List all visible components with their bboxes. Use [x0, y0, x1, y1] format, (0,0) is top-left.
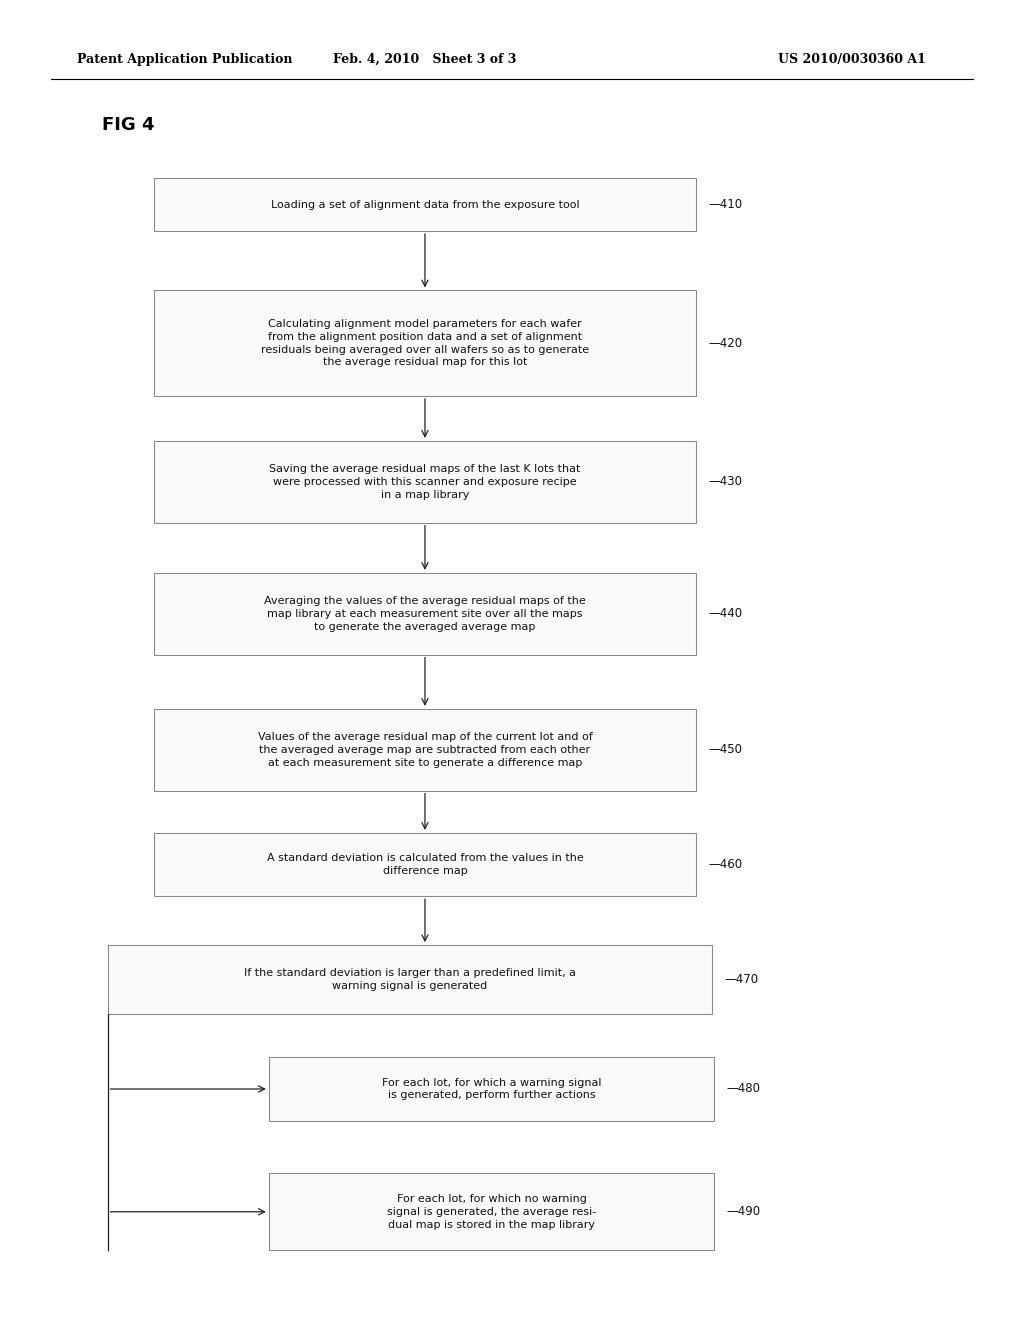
FancyBboxPatch shape [154, 573, 696, 655]
Text: —460: —460 [709, 858, 742, 871]
FancyBboxPatch shape [108, 945, 712, 1014]
Text: For each lot, for which no warning
signal is generated, the average resi-
dual m: For each lot, for which no warning signa… [387, 1195, 596, 1229]
Text: —490: —490 [727, 1205, 761, 1218]
Text: —430: —430 [709, 475, 742, 488]
Text: If the standard deviation is larger than a predefined limit, a
warning signal is: If the standard deviation is larger than… [244, 968, 575, 991]
Text: Feb. 4, 2010   Sheet 3 of 3: Feb. 4, 2010 Sheet 3 of 3 [333, 53, 517, 66]
FancyBboxPatch shape [154, 441, 696, 523]
FancyBboxPatch shape [154, 178, 696, 231]
Text: Loading a set of alignment data from the exposure tool: Loading a set of alignment data from the… [270, 199, 580, 210]
FancyBboxPatch shape [268, 1057, 715, 1121]
Text: —440: —440 [709, 607, 742, 620]
Text: Values of the average residual map of the current lot and of
the averaged averag: Values of the average residual map of th… [258, 733, 592, 767]
Text: —410: —410 [709, 198, 742, 211]
Text: —420: —420 [709, 337, 742, 350]
Text: A standard deviation is calculated from the values in the
difference map: A standard deviation is calculated from … [266, 853, 584, 876]
Text: FIG 4: FIG 4 [102, 116, 155, 135]
FancyBboxPatch shape [154, 709, 696, 791]
FancyBboxPatch shape [154, 833, 696, 896]
Text: Patent Application Publication: Patent Application Publication [77, 53, 292, 66]
Text: —480: —480 [727, 1082, 761, 1096]
Text: Calculating alignment model parameters for each wafer
from the alignment positio: Calculating alignment model parameters f… [261, 319, 589, 367]
Text: —450: —450 [709, 743, 742, 756]
Text: —470: —470 [724, 973, 758, 986]
Text: Saving the average residual maps of the last K lots that
were processed with thi: Saving the average residual maps of the … [269, 465, 581, 499]
Text: Averaging the values of the average residual maps of the
map library at each mea: Averaging the values of the average resi… [264, 597, 586, 631]
Text: US 2010/0030360 A1: US 2010/0030360 A1 [778, 53, 926, 66]
FancyBboxPatch shape [154, 290, 696, 396]
Text: For each lot, for which a warning signal
is generated, perform further actions: For each lot, for which a warning signal… [382, 1077, 601, 1101]
FancyBboxPatch shape [268, 1173, 715, 1250]
